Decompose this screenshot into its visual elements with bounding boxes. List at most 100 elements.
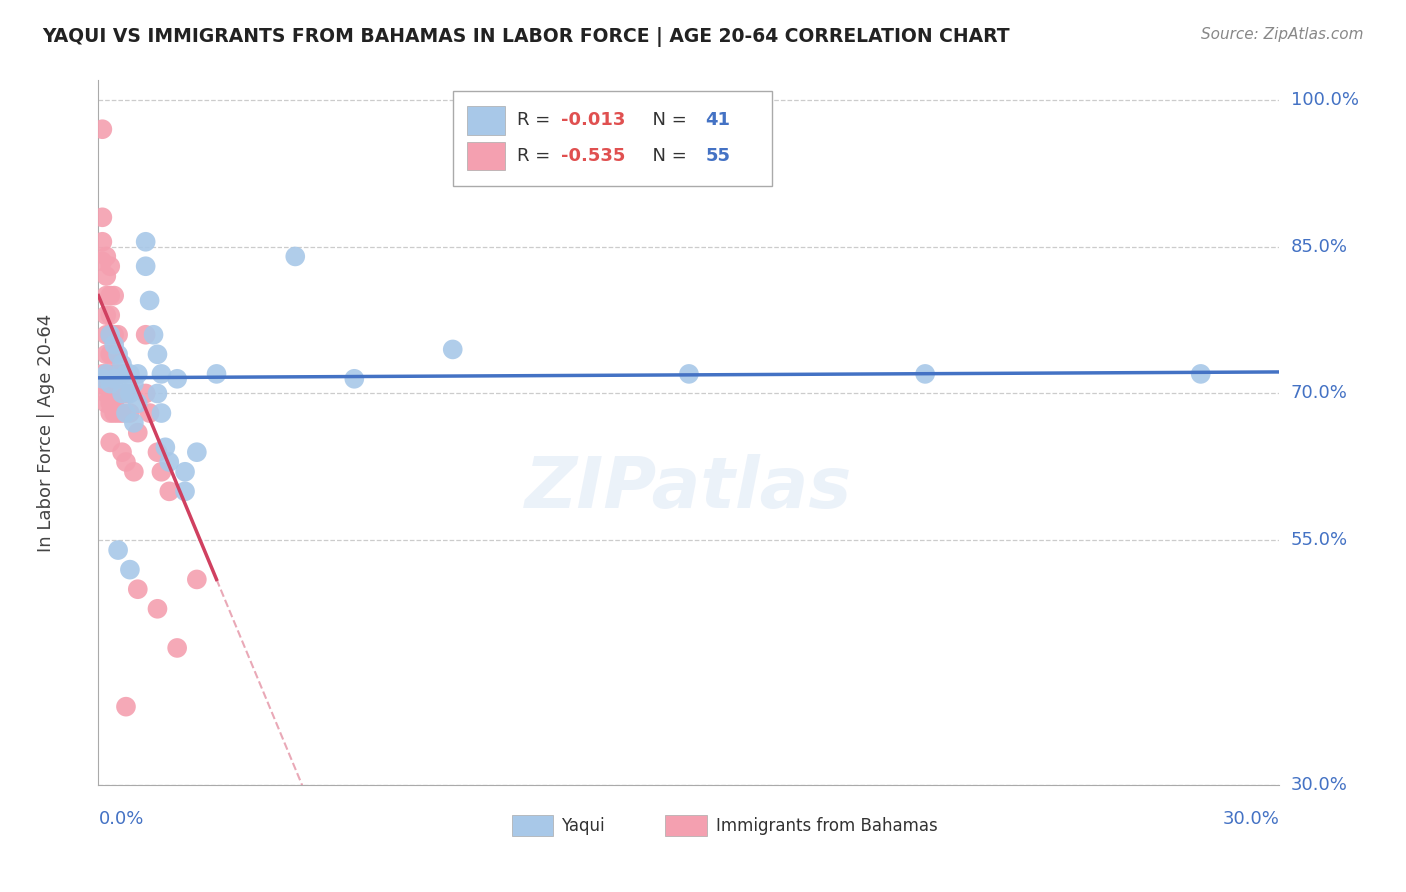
Point bbox=[107, 367, 129, 381]
Point bbox=[138, 406, 160, 420]
Bar bbox=[665, 814, 707, 836]
Text: -0.013: -0.013 bbox=[561, 112, 626, 129]
Point bbox=[103, 288, 125, 302]
Bar bbox=[467, 106, 505, 135]
Text: 30.0%: 30.0% bbox=[1223, 810, 1279, 828]
Text: 85.0%: 85.0% bbox=[1291, 237, 1347, 256]
Text: ZIPatlas: ZIPatlas bbox=[526, 455, 852, 524]
Point bbox=[96, 396, 118, 410]
Point bbox=[107, 406, 129, 420]
Text: In Labor Force | Age 20-64: In Labor Force | Age 20-64 bbox=[37, 313, 55, 552]
Point bbox=[98, 308, 121, 322]
Point bbox=[127, 425, 149, 440]
Text: 0.0%: 0.0% bbox=[98, 810, 143, 828]
Point bbox=[96, 376, 118, 391]
Point bbox=[115, 386, 138, 401]
Point bbox=[111, 357, 134, 371]
Text: 41: 41 bbox=[706, 112, 731, 129]
Point bbox=[98, 376, 121, 391]
Text: Source: ZipAtlas.com: Source: ZipAtlas.com bbox=[1201, 27, 1364, 42]
Point bbox=[138, 293, 160, 308]
Point bbox=[135, 386, 157, 401]
Point bbox=[343, 372, 366, 386]
Point bbox=[96, 367, 118, 381]
Point bbox=[103, 367, 125, 381]
Point bbox=[103, 337, 125, 351]
Point bbox=[150, 465, 173, 479]
Point bbox=[91, 367, 114, 381]
Text: N =: N = bbox=[641, 146, 692, 165]
Point bbox=[103, 406, 125, 420]
Point bbox=[98, 327, 121, 342]
Point bbox=[111, 445, 134, 459]
Point bbox=[111, 406, 134, 420]
Point bbox=[122, 376, 145, 391]
Point bbox=[186, 445, 208, 459]
Point bbox=[115, 699, 138, 714]
Point bbox=[142, 327, 165, 342]
Point bbox=[96, 308, 118, 322]
Point bbox=[150, 406, 173, 420]
Point bbox=[115, 367, 138, 381]
Bar bbox=[467, 142, 505, 169]
Point bbox=[146, 445, 169, 459]
Point bbox=[135, 235, 157, 249]
Point bbox=[441, 343, 464, 357]
Text: N =: N = bbox=[641, 112, 692, 129]
Text: 30.0%: 30.0% bbox=[1291, 776, 1347, 794]
Point bbox=[127, 367, 149, 381]
Point bbox=[96, 288, 118, 302]
Point bbox=[135, 259, 157, 273]
Point bbox=[96, 386, 118, 401]
Text: 55: 55 bbox=[706, 146, 731, 165]
Point bbox=[118, 386, 141, 401]
Point bbox=[107, 347, 129, 361]
Point bbox=[115, 455, 138, 469]
Text: R =: R = bbox=[516, 146, 555, 165]
Text: YAQUI VS IMMIGRANTS FROM BAHAMAS IN LABOR FORCE | AGE 20-64 CORRELATION CHART: YAQUI VS IMMIGRANTS FROM BAHAMAS IN LABO… bbox=[42, 27, 1010, 46]
Point bbox=[103, 327, 125, 342]
Point bbox=[118, 563, 141, 577]
Point bbox=[1189, 367, 1212, 381]
Point bbox=[98, 386, 121, 401]
Point bbox=[91, 372, 114, 386]
Point bbox=[91, 235, 114, 249]
Text: R =: R = bbox=[516, 112, 555, 129]
Point bbox=[166, 372, 188, 386]
Point bbox=[96, 268, 118, 283]
Point bbox=[166, 640, 188, 655]
Point bbox=[115, 406, 138, 420]
Point bbox=[96, 367, 118, 381]
Point bbox=[96, 327, 118, 342]
Point bbox=[155, 440, 177, 454]
Point bbox=[107, 372, 129, 386]
Point bbox=[205, 367, 228, 381]
Point bbox=[146, 601, 169, 615]
FancyBboxPatch shape bbox=[453, 91, 772, 186]
Point bbox=[98, 288, 121, 302]
Point bbox=[103, 347, 125, 361]
Point bbox=[96, 250, 118, 264]
Point bbox=[157, 484, 180, 499]
Point bbox=[122, 465, 145, 479]
Point bbox=[135, 327, 157, 342]
Point bbox=[107, 543, 129, 558]
Text: 70.0%: 70.0% bbox=[1291, 384, 1347, 402]
Text: 100.0%: 100.0% bbox=[1291, 91, 1358, 109]
Point bbox=[146, 347, 169, 361]
Point bbox=[98, 347, 121, 361]
Point bbox=[111, 386, 134, 401]
Point bbox=[98, 435, 121, 450]
Point bbox=[146, 386, 169, 401]
Point bbox=[103, 396, 125, 410]
Text: Yaqui: Yaqui bbox=[561, 817, 605, 835]
Point bbox=[103, 372, 125, 386]
Point bbox=[186, 573, 208, 587]
Bar bbox=[512, 814, 553, 836]
Point bbox=[118, 367, 141, 381]
Point bbox=[98, 406, 121, 420]
Point bbox=[284, 250, 307, 264]
Text: 55.0%: 55.0% bbox=[1291, 532, 1348, 549]
Point bbox=[98, 259, 121, 273]
Point bbox=[157, 455, 180, 469]
